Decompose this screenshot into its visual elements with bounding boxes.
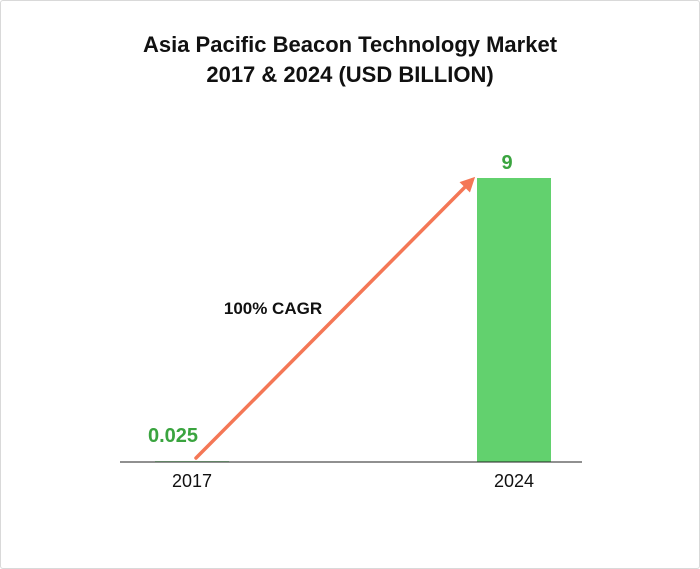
x-tick-label-2017: 2017 bbox=[172, 471, 212, 491]
chart-title-block: Asia Pacific Beacon Technology Market 20… bbox=[0, 30, 700, 90]
cagr-annotation: 100% CAGR bbox=[224, 299, 322, 318]
chart-title: Asia Pacific Beacon Technology Market bbox=[142, 32, 558, 57]
bar-2024 bbox=[477, 178, 551, 462]
growth-arrow bbox=[194, 176, 476, 460]
data-label-2024: 9 bbox=[501, 152, 512, 174]
data-label-2017: 0.025 bbox=[148, 425, 198, 447]
chart-subtitle: 2017 & 2024 (USD BILLION) bbox=[206, 62, 494, 87]
x-tick-label-2024: 2024 bbox=[494, 471, 534, 491]
